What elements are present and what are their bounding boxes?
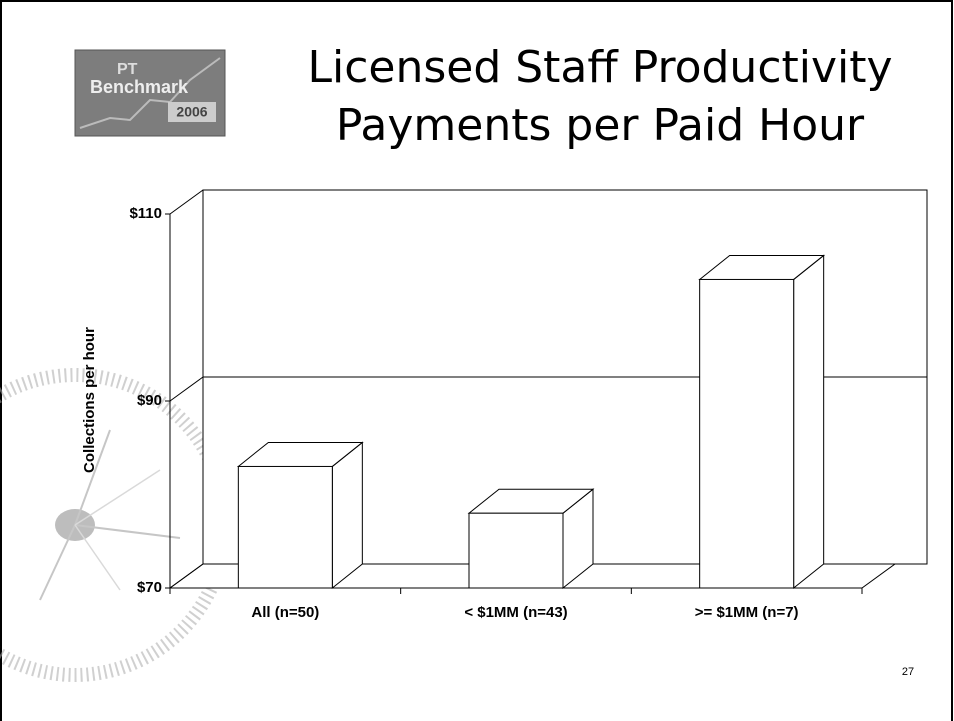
logo-text: Benchmark [90, 77, 189, 97]
bar [468, 512, 564, 589]
page-number: 27 [902, 666, 914, 678]
bar [699, 278, 795, 589]
chart-title: Licensed Staff Productivity [307, 42, 892, 93]
compass-needle [39, 524, 76, 601]
logo-text: 2006 [176, 104, 207, 120]
bar [237, 465, 333, 589]
compass-needle [74, 524, 121, 591]
compass-needle [74, 524, 181, 539]
compass-ring [0, 368, 232, 682]
y-tick-label: $110 [129, 205, 162, 222]
compass-needle [74, 469, 161, 526]
bar-side [331, 441, 363, 590]
y-tick-label: $90 [137, 392, 162, 409]
chart-subtitle: Payments per Paid Hour [336, 100, 865, 151]
compass-decoration [0, 368, 232, 682]
x-tick-label: All (n=50) [251, 604, 319, 621]
logo-text: PT [117, 61, 138, 78]
y-tick-label: $70 [137, 579, 162, 596]
x-tick-label: >= $1MM (n=7) [695, 604, 799, 621]
compass-needle [74, 429, 111, 526]
logo-year-box [168, 102, 216, 122]
grid-line [169, 376, 204, 402]
grid-line [169, 563, 204, 589]
logo: PT Benchmark 2006 [74, 49, 226, 137]
bar-side [793, 254, 825, 590]
y-axis-label: Collections per hour [81, 327, 98, 473]
grid-line [169, 189, 204, 215]
x-tick-label: < $1MM (n=43) [464, 604, 567, 621]
logo-line [79, 57, 221, 129]
